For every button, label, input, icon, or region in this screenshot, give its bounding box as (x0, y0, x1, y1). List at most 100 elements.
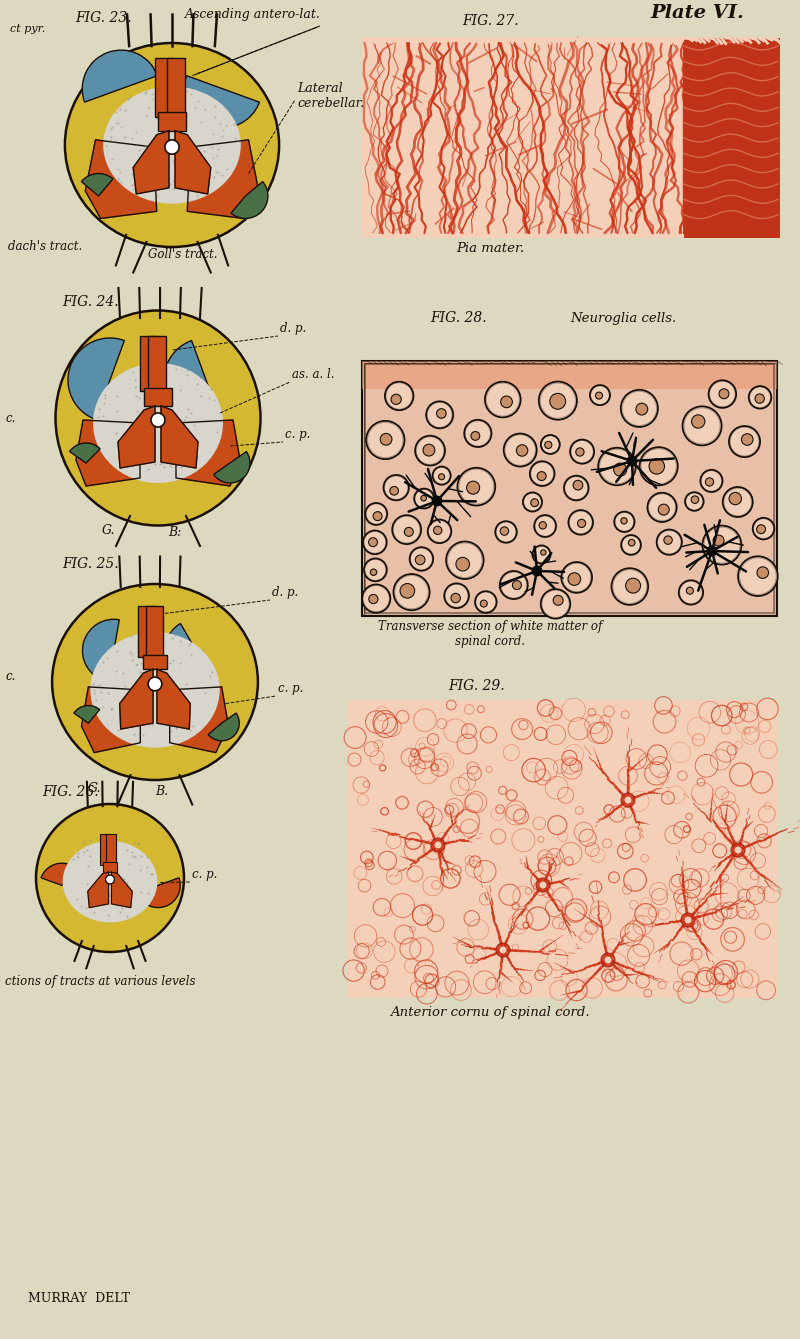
Circle shape (539, 522, 546, 529)
Bar (102, 862, 118, 872)
Bar (143, 655, 166, 670)
Circle shape (564, 475, 589, 501)
Polygon shape (111, 872, 132, 908)
Text: FIG. 27.: FIG. 27. (462, 13, 518, 28)
Circle shape (456, 557, 470, 570)
Text: Ascending antero-lat.: Ascending antero-lat. (185, 8, 321, 21)
Circle shape (681, 913, 695, 927)
Polygon shape (170, 687, 229, 753)
Circle shape (734, 846, 742, 853)
Circle shape (428, 520, 451, 544)
Circle shape (626, 455, 638, 466)
Circle shape (541, 589, 570, 619)
Polygon shape (187, 139, 258, 218)
Circle shape (437, 408, 446, 418)
Circle shape (539, 881, 546, 889)
Bar (144, 388, 172, 406)
Circle shape (373, 511, 382, 521)
Circle shape (614, 463, 626, 477)
Circle shape (370, 569, 377, 576)
Bar (684, 37, 780, 238)
Circle shape (434, 526, 442, 534)
Circle shape (545, 442, 552, 449)
Circle shape (410, 548, 433, 570)
Circle shape (404, 528, 414, 537)
Text: as. a. l.: as. a. l. (292, 368, 334, 382)
Circle shape (423, 445, 435, 457)
Polygon shape (120, 670, 153, 728)
Circle shape (738, 556, 778, 596)
Circle shape (444, 584, 469, 608)
Text: FIG. 24.: FIG. 24. (62, 295, 118, 309)
Circle shape (541, 550, 546, 556)
Circle shape (369, 538, 378, 546)
Polygon shape (157, 670, 190, 728)
Bar (362, 362, 777, 616)
Circle shape (475, 592, 497, 613)
Polygon shape (175, 131, 210, 194)
Polygon shape (134, 131, 169, 194)
Circle shape (434, 841, 442, 849)
Circle shape (458, 467, 495, 506)
Circle shape (380, 434, 392, 445)
Circle shape (731, 844, 745, 857)
Bar (362, 37, 780, 238)
Text: B.: B. (155, 785, 168, 798)
Bar (146, 605, 163, 656)
Circle shape (605, 956, 611, 964)
Circle shape (753, 518, 774, 540)
Circle shape (523, 493, 542, 511)
Circle shape (719, 388, 729, 399)
Circle shape (466, 481, 480, 494)
Circle shape (601, 953, 615, 967)
Circle shape (706, 545, 718, 557)
Circle shape (516, 445, 528, 457)
Polygon shape (161, 406, 198, 469)
Bar (362, 362, 777, 390)
Ellipse shape (103, 86, 241, 204)
Ellipse shape (62, 841, 158, 923)
Circle shape (628, 540, 635, 546)
Wedge shape (231, 182, 268, 218)
Circle shape (471, 431, 480, 441)
Circle shape (578, 520, 586, 528)
Text: ctions of tracts at various levels: ctions of tracts at various levels (5, 975, 195, 988)
Circle shape (685, 493, 704, 510)
Text: Pia mater.: Pia mater. (456, 242, 524, 254)
Bar (138, 605, 155, 656)
Circle shape (691, 495, 698, 503)
Circle shape (363, 530, 386, 554)
Circle shape (621, 390, 658, 427)
Bar (140, 336, 158, 391)
Wedge shape (41, 864, 79, 885)
Circle shape (364, 558, 386, 581)
Wedge shape (165, 624, 212, 682)
Circle shape (414, 489, 434, 509)
Circle shape (496, 943, 510, 957)
Circle shape (691, 415, 705, 428)
Circle shape (541, 435, 560, 454)
Circle shape (499, 947, 506, 953)
Circle shape (757, 566, 769, 578)
Circle shape (639, 447, 678, 485)
Wedge shape (68, 337, 124, 419)
Circle shape (464, 420, 491, 447)
Ellipse shape (52, 584, 258, 781)
Circle shape (621, 536, 641, 554)
Circle shape (106, 876, 114, 884)
Circle shape (706, 478, 714, 486)
Circle shape (501, 396, 512, 407)
Circle shape (385, 382, 414, 410)
Bar (148, 336, 166, 391)
Circle shape (369, 595, 378, 604)
Circle shape (590, 386, 610, 406)
Circle shape (625, 797, 631, 803)
Wedge shape (74, 706, 100, 723)
Bar (362, 362, 777, 616)
Circle shape (685, 916, 691, 924)
Circle shape (415, 435, 445, 466)
Circle shape (500, 570, 528, 599)
Circle shape (678, 580, 703, 605)
Wedge shape (82, 619, 119, 678)
Circle shape (550, 394, 566, 410)
